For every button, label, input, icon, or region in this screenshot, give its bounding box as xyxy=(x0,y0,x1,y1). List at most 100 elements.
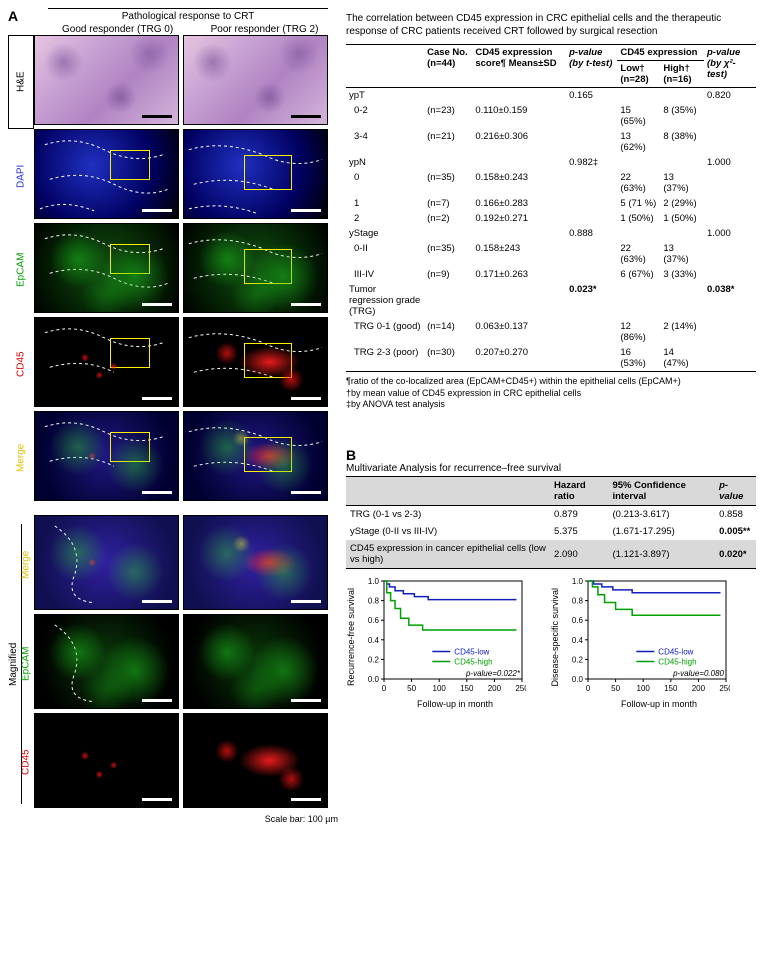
svg-text:CD45-low: CD45-low xyxy=(454,648,489,657)
row-n: (n=14) xyxy=(424,319,472,345)
section-name: ypT xyxy=(346,88,424,104)
row-label-dapi: DAPI xyxy=(8,129,34,223)
km-xlabel: Follow-up in month xyxy=(578,699,740,709)
row-score: 0.110±0.159 xyxy=(472,103,566,129)
row-label-cd45: CD45 xyxy=(8,317,34,411)
merge-good xyxy=(34,411,179,501)
km-svg: 0.00.20.40.60.81.0050100150200250CD45-lo… xyxy=(560,577,730,697)
section-pchi: 1.000 xyxy=(704,155,756,170)
svg-text:CD45-high: CD45-high xyxy=(454,658,492,667)
roi-box xyxy=(244,155,292,190)
mva-hr: 2.090 xyxy=(550,540,608,569)
mag-merge-poor xyxy=(183,515,328,610)
svg-text:0.8: 0.8 xyxy=(368,597,380,606)
row-label: 3-4 xyxy=(346,129,424,155)
mag-epcam-good xyxy=(34,614,179,709)
row-label-merge: Merge xyxy=(8,411,34,505)
panel-a-letter: A xyxy=(8,8,18,24)
roi-box xyxy=(110,150,150,180)
mag-cd45-good xyxy=(34,713,179,808)
svg-text:200: 200 xyxy=(488,684,502,693)
row-high: 8 (35%) xyxy=(660,103,704,129)
row-high: 14 (47%) xyxy=(660,345,704,372)
cd45-poor xyxy=(183,317,328,407)
figure-root: A Pathological response to CRT Good resp… xyxy=(8,8,756,824)
svg-text:0: 0 xyxy=(586,684,591,693)
mva-ci: (1.121-3.897) xyxy=(608,540,715,569)
svg-text:0: 0 xyxy=(382,684,387,693)
section-pchi: 0.038* xyxy=(704,282,756,319)
section-pchi: 0.820 xyxy=(704,88,756,104)
km-ylabel: Disease-specific survival xyxy=(550,588,560,687)
scale-bar-note: Scale bar: 100 µm xyxy=(8,814,338,824)
roi-box xyxy=(244,249,292,284)
table-a-title: The correlation between CD45 expression … xyxy=(346,12,756,38)
section-pttest: 0.023* xyxy=(566,282,617,319)
svg-text:50: 50 xyxy=(407,684,416,693)
svg-text:250: 250 xyxy=(719,684,730,693)
roi-box xyxy=(110,244,150,274)
svg-text:0.8: 0.8 xyxy=(572,597,584,606)
section-pchi: 1.000 xyxy=(704,226,756,241)
row-score: 0.166±0.283 xyxy=(472,196,566,211)
mva-th: Hazard ratio xyxy=(550,477,608,506)
row-high: 8 (38%) xyxy=(660,129,704,155)
mag-epcam-poor xyxy=(183,614,328,709)
epcam-poor xyxy=(183,223,328,313)
row-low: 12 (86%) xyxy=(617,319,660,345)
svg-text:50: 50 xyxy=(611,684,620,693)
row-score: 0.063±0.137 xyxy=(472,319,566,345)
svg-text:0.0: 0.0 xyxy=(368,675,380,684)
panel-b-letter: B xyxy=(346,447,356,463)
svg-text:150: 150 xyxy=(664,684,678,693)
mag-row-cd45-label: CD45 xyxy=(18,713,34,812)
row-score: 0.216±0.306 xyxy=(472,129,566,155)
row-label-he: H&E xyxy=(8,35,34,129)
mva-label: CD45 expression in cancer epithelial cel… xyxy=(346,540,550,569)
mag-merge-good xyxy=(34,515,179,610)
th-low: Low† (n=28) xyxy=(617,61,660,88)
he-good xyxy=(34,35,179,125)
footnote: ¶ratio of the co-localized area (EpCAM+C… xyxy=(346,376,756,388)
merge-poor xyxy=(183,411,328,501)
svg-text:0.2: 0.2 xyxy=(572,655,584,664)
row-high: 2 (14%) xyxy=(660,319,704,345)
th-pttest: p-value (by t-test) xyxy=(569,47,612,69)
svg-text:150: 150 xyxy=(460,684,474,693)
section-pttest: 0.888 xyxy=(566,226,617,241)
km-xlabel: Follow-up in month xyxy=(374,699,536,709)
svg-text:250: 250 xyxy=(515,684,526,693)
row-low: 15 (65%) xyxy=(617,103,660,129)
section-name: ypN xyxy=(346,155,424,170)
km-plot: Recurrence-free survival0.00.20.40.60.81… xyxy=(346,577,536,709)
svg-text:100: 100 xyxy=(433,684,447,693)
mva-hr: 5.375 xyxy=(550,523,608,540)
th-score: CD45 expression score¶ Means±SD xyxy=(472,45,566,88)
row-label: 1 xyxy=(346,196,424,211)
row-high: 13 (37%) xyxy=(660,170,704,196)
svg-text:0.6: 0.6 xyxy=(368,616,380,625)
svg-text:0.0: 0.0 xyxy=(572,675,584,684)
km-plots: Recurrence-free survival0.00.20.40.60.81… xyxy=(346,577,756,709)
mva-label: yStage (0-II vs III-IV) xyxy=(346,523,550,540)
mva-p: 0.005** xyxy=(715,523,756,540)
svg-text:0.4: 0.4 xyxy=(572,636,584,645)
mva-label: TRG (0-1 vs 2-3) xyxy=(346,506,550,524)
dapi-poor xyxy=(183,129,328,219)
svg-text:p-value=0.022*: p-value=0.022* xyxy=(465,669,521,678)
mag-row-epcam-label: EpCAM xyxy=(18,614,34,713)
row-score: 0.192±0.271 xyxy=(472,211,566,226)
roi-box xyxy=(110,338,150,368)
row-label: 0-II xyxy=(346,241,424,267)
row-high: 3 (33%) xyxy=(660,267,704,282)
magnified-block: Magnified Merge EpCAM CD45 xyxy=(8,515,338,812)
row-label: TRG 2-3 (poor) xyxy=(346,345,424,372)
mag-cd45-poor xyxy=(183,713,328,808)
epcam-good xyxy=(34,223,179,313)
row-score: 0.171±0.263 xyxy=(472,267,566,282)
cd45-good xyxy=(34,317,179,407)
th-high: High† (n=16) xyxy=(660,61,704,88)
svg-text:0.4: 0.4 xyxy=(368,636,380,645)
row-score: 0.158±243 xyxy=(472,241,566,267)
row-label: 0-2 xyxy=(346,103,424,129)
